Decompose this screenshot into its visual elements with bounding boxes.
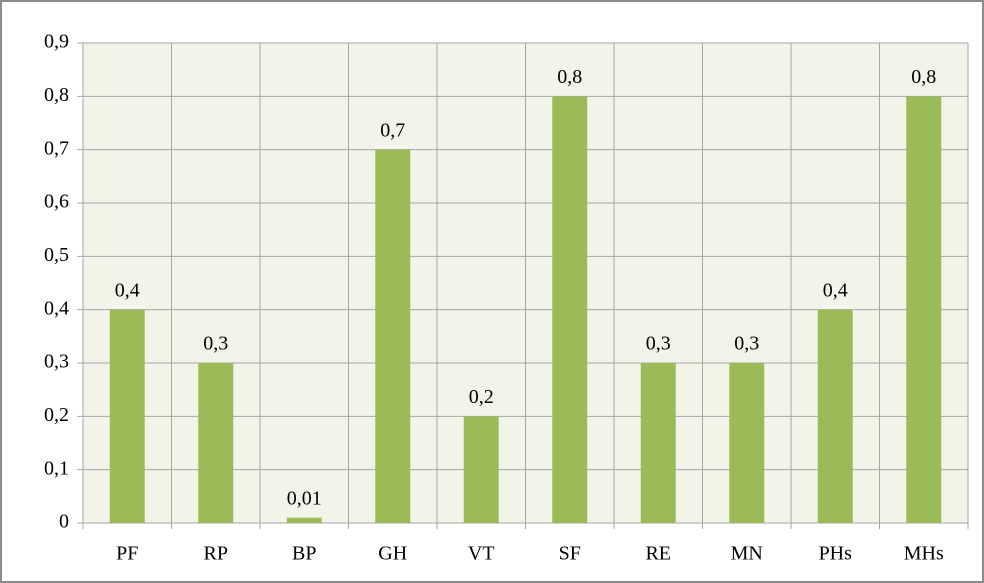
x-tick-label: VT [468, 543, 495, 565]
data-label: 0,3 [203, 333, 228, 355]
data-label: 0,3 [646, 333, 671, 355]
bar [552, 96, 588, 523]
bar [463, 416, 499, 523]
x-tick-label: PF [116, 543, 138, 565]
x-tick-label: BP [292, 543, 316, 565]
y-tick-label: 0,7 [44, 137, 69, 159]
data-label: 0,7 [380, 119, 405, 141]
data-label: 0,8 [911, 66, 936, 88]
x-tick-label: RP [204, 543, 228, 565]
x-tick-label: MN [731, 543, 763, 565]
data-label: 0,01 [287, 487, 322, 509]
data-label: 0,8 [557, 66, 582, 88]
x-tick-label: SF [559, 543, 581, 565]
data-label: 0,4 [823, 279, 848, 301]
bar [817, 309, 853, 523]
y-tick-label: 0,4 [44, 297, 69, 319]
data-label: 0,2 [469, 386, 494, 408]
bar [198, 363, 234, 523]
y-tick-label: 0,8 [44, 84, 69, 106]
x-tick-label: PHs [819, 543, 853, 565]
bar [906, 96, 942, 523]
x-tick-label: GH [378, 543, 407, 565]
bar [375, 149, 411, 523]
bar [109, 309, 145, 523]
y-tick-label: 0,6 [44, 191, 69, 213]
bar [640, 363, 676, 523]
data-label: 0,3 [734, 333, 759, 355]
y-tick-label: 0,5 [44, 244, 69, 266]
x-tick-label: RE [645, 543, 671, 565]
y-tick-label: 0,9 [44, 31, 69, 53]
y-tick-label: 0,3 [44, 351, 69, 373]
x-tick-label: MHs [904, 543, 944, 565]
data-label: 0,4 [115, 279, 140, 301]
bar [729, 363, 765, 523]
y-tick-label: 0 [59, 511, 69, 533]
bar [286, 517, 322, 523]
y-tick-label: 0,1 [44, 457, 69, 479]
y-tick-label: 0,2 [44, 404, 69, 426]
